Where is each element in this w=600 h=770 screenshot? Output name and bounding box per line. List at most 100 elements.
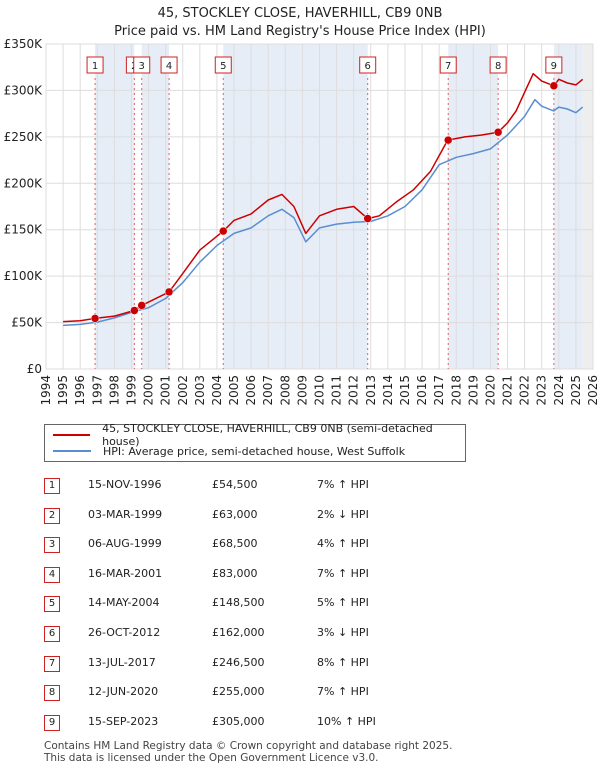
x-tick-label: 1994 xyxy=(39,375,53,406)
x-tick-label: 2025 xyxy=(569,375,583,406)
transaction-row: 5 14-MAY-2004 £148,500 5% ↑ HPI xyxy=(44,594,444,614)
legend-swatch-property xyxy=(53,434,91,436)
transaction-row: 8 12-JUN-2020 £255,000 7% ↑ HPI xyxy=(44,683,444,703)
sale-badge-label: 5 xyxy=(220,61,226,72)
sale-badge xyxy=(359,56,377,74)
sale-badge-label: 6 xyxy=(365,61,371,72)
sale-point xyxy=(549,81,559,91)
sale-badge xyxy=(439,56,457,74)
transaction-row: 9 15-SEP-2023 £305,000 10% ↑ HPI xyxy=(44,713,444,733)
transaction-hpi-diff: 8% ↑ HPI xyxy=(317,655,369,669)
transaction-hpi-diff: 4% ↑ HPI xyxy=(317,537,369,551)
x-tick-label: 1995 xyxy=(56,375,70,406)
x-tick-label: 2022 xyxy=(518,375,532,406)
future-region xyxy=(582,44,593,369)
chart-subtitle: Price paid vs. HM Land Registry's House … xyxy=(114,24,486,39)
transaction-number-badge: 4 xyxy=(44,566,60,583)
transaction-date: 14-MAY-2004 xyxy=(88,596,160,610)
sale-badge xyxy=(214,56,232,74)
y-tick-label: £150K xyxy=(4,223,44,237)
sale-badge xyxy=(489,56,507,74)
x-tick-label: 2009 xyxy=(295,375,309,406)
x-tick-label: 2015 xyxy=(398,375,412,406)
legend-label-property: 45, STOCKLEY CLOSE, HAVERHILL, CB9 0NB (… xyxy=(102,422,433,448)
transaction-hpi-diff: 2% ↓ HPI xyxy=(317,507,369,521)
y-tick-label: £350K xyxy=(4,37,44,51)
x-tick-label: 2004 xyxy=(210,375,224,406)
x-tick-label: 2017 xyxy=(432,375,446,406)
x-tick-label: 2012 xyxy=(347,375,361,406)
transaction-date: 06-AUG-1999 xyxy=(88,537,162,551)
transaction-date: 15-SEP-2023 xyxy=(88,714,159,728)
footer-copyright: Contains HM Land Registry data © Crown c… xyxy=(44,740,453,752)
x-tick-label: 2016 xyxy=(415,375,429,406)
price-chart: £0 £50K £100K £150K £200K £250K £300K £350K 1994… xyxy=(4,37,600,406)
x-tick-label: 2021 xyxy=(501,375,515,406)
x-tick-label: 1998 xyxy=(107,375,121,406)
transaction-number-badge: 1 xyxy=(44,478,60,494)
transaction-date: 26-OCT-2012 xyxy=(88,626,161,639)
sale-badge xyxy=(133,56,151,74)
transaction-price: £246,500 xyxy=(212,655,265,669)
x-tick-label: 2010 xyxy=(313,375,327,406)
transaction-row: 7 13-JUL-2017 £246,500 8% ↑ HPI xyxy=(44,654,444,674)
legend-label-hpi: HPI: Average price, semi-detached house,… xyxy=(103,444,406,458)
legend-item-hpi: HPI: Average price, semi-detached house,… xyxy=(53,443,405,459)
transaction-price: £162,000 xyxy=(212,626,265,639)
transaction-hpi-diff: 7% ↑ HPI xyxy=(317,685,369,699)
sale-point xyxy=(443,135,453,145)
sale-badge xyxy=(86,56,104,74)
transaction-number-badge: 5 xyxy=(44,596,60,613)
transaction-date: 15-NOV-1996 xyxy=(88,478,162,491)
transaction-hpi-diff: 3% ↓ HPI xyxy=(317,626,369,639)
transaction-number-badge: 9 xyxy=(44,714,60,731)
x-tick-label: 2001 xyxy=(159,375,173,406)
sale-point xyxy=(219,226,228,236)
y-tick-label: £50K xyxy=(11,316,43,330)
transaction-number-badge: 6 xyxy=(44,626,60,642)
transaction-row: 3 06-AUG-1999 £68,500 4% ↑ HPI xyxy=(44,535,444,555)
x-tick-label: 2014 xyxy=(381,375,395,406)
x-tick-label: 2013 xyxy=(364,375,378,406)
sale-point xyxy=(137,301,146,310)
footer: Contains HM Land Registry data © Crown c… xyxy=(44,740,452,764)
transaction-price: £148,500 xyxy=(212,596,265,610)
chart-legend: 45, STOCKLEY CLOSE, HAVERHILL, CB9 0NB (… xyxy=(44,422,466,462)
transaction-price: £255,000 xyxy=(212,685,265,699)
footer-licence: This data is licensed under the Open Gov… xyxy=(44,752,379,764)
y-tick-label: £200K xyxy=(4,176,44,190)
x-tick-label: 2006 xyxy=(244,375,258,406)
x-tick-label: 2008 xyxy=(278,375,292,406)
sale-badge-label: 7 xyxy=(445,61,451,72)
transaction-number-badge: 2 xyxy=(44,507,60,524)
y-tick-label: £250K xyxy=(4,130,44,144)
x-tick-label: 2020 xyxy=(483,375,497,406)
x-tick-label: 2005 xyxy=(227,375,241,406)
property-series-line xyxy=(63,72,584,323)
transaction-date: 13-JUL-2017 xyxy=(88,655,156,669)
x-tick-label: 2000 xyxy=(142,375,156,406)
sale-point xyxy=(90,314,100,323)
sale-point xyxy=(363,214,372,223)
x-tick-label: 1999 xyxy=(124,375,138,406)
transaction-number-badge: 8 xyxy=(44,685,60,702)
transaction-row: 1 15-NOV-1996 £54,500 7% ↑ HPI xyxy=(44,476,444,496)
x-tick-label: 2003 xyxy=(193,375,207,406)
sale-point xyxy=(493,127,503,137)
sale-point xyxy=(130,306,139,315)
transaction-price: £63,000 xyxy=(212,507,258,521)
transaction-date: 12-JUN-2020 xyxy=(88,685,159,699)
transaction-hpi-diff: 5% ↑ HPI xyxy=(317,596,369,610)
legend-item-property: 45, STOCKLEY CLOSE, HAVERHILL, CB9 0NB (… xyxy=(53,422,465,448)
transaction-price: £54,500 xyxy=(212,478,258,491)
transaction-hpi-diff: 7% ↑ HPI xyxy=(317,478,369,491)
sale-badge-label: 1 xyxy=(92,61,98,72)
y-tick-label: £300K xyxy=(4,83,44,97)
x-tick-label: 2026 xyxy=(586,375,600,406)
x-tick-label: 2007 xyxy=(261,375,275,406)
hpi-series-line xyxy=(63,98,584,327)
sale-badge xyxy=(545,56,563,74)
sale-badge xyxy=(160,56,178,74)
x-tick-label: 1997 xyxy=(90,375,104,406)
transaction-row: 2 03-MAR-1999 £63,000 2% ↓ HPI xyxy=(44,506,444,526)
